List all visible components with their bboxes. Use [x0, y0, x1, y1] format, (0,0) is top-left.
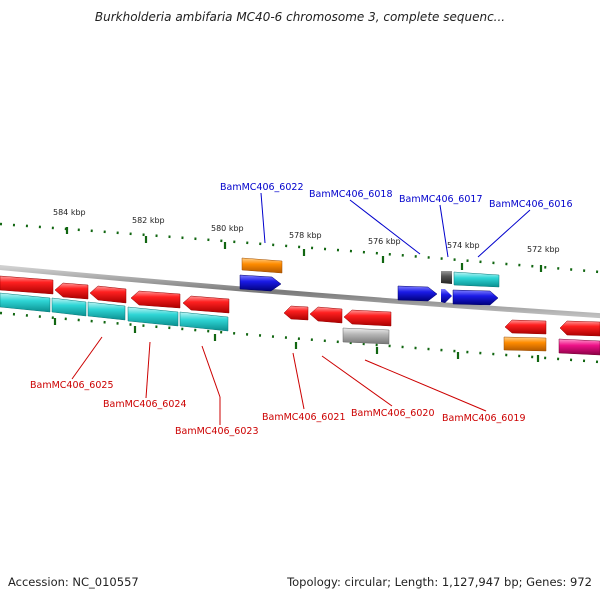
inner-tick-ring [0, 311, 600, 364]
cyan-gene-feature[interactable] [0, 292, 51, 313]
red-gene-feature[interactable] [130, 290, 181, 309]
gene-label[interactable]: BamMC406_6022 [220, 182, 303, 193]
cyan-gene-feature[interactable] [179, 311, 229, 332]
tick-label: 572 kbp [527, 245, 560, 254]
cyan-gene-feature[interactable] [51, 297, 87, 317]
gray-gene-feature[interactable] [342, 327, 390, 345]
gene-label[interactable]: BamMC406_6017 [399, 194, 482, 205]
red-gene-feature[interactable] [89, 285, 127, 304]
cyan-gene-feature[interactable] [87, 301, 126, 321]
dark-gene-feature[interactable] [441, 271, 452, 284]
tick-label: 576 kbp [368, 237, 401, 246]
topology-text: Topology: circular; Length: 1,127,947 bp… [287, 575, 592, 589]
red-gene-feature[interactable] [182, 295, 230, 314]
blue-gene-feature[interactable] [441, 289, 452, 303]
red-gene-feature[interactable] [504, 319, 547, 335]
gene-label[interactable]: BamMC406_6020 [351, 408, 434, 419]
orange-gene-feature[interactable] [241, 257, 283, 274]
blue-gene-feature[interactable] [452, 289, 499, 306]
gene-label[interactable]: BamMC406_6025 [30, 380, 113, 391]
red-gene-feature[interactable] [0, 275, 54, 295]
map-title: Burkholderia ambifaria MC40-6 chromosome… [94, 10, 506, 24]
tick-label: 580 kbp [211, 224, 244, 233]
tick-label: 578 kbp [289, 231, 322, 240]
gene-label[interactable]: BamMC406_6019 [442, 413, 525, 424]
gene-label[interactable]: BamMC406_6023 [175, 426, 258, 437]
chromosome-backbone [0, 264, 600, 319]
red-gene-feature[interactable] [559, 320, 600, 337]
blue-gene-feature[interactable] [239, 274, 282, 292]
gene-label[interactable]: BamMC406_6024 [103, 399, 186, 410]
red-gene-feature[interactable] [309, 306, 343, 324]
blue-gene-feature[interactable] [397, 285, 438, 302]
gene-label[interactable]: BamMC406_6021 [262, 412, 345, 423]
gene-label[interactable]: BamMC406_6018 [309, 189, 392, 200]
gene-label[interactable]: BamMC406_6016 [489, 199, 572, 210]
orange-gene-feature[interactable] [503, 336, 547, 352]
accession-text: Accession: NC_010557 [8, 575, 139, 589]
red-gene-feature[interactable] [283, 305, 309, 321]
magenta-gene-feature[interactable] [558, 338, 600, 356]
top-label-leaders [260, 192, 531, 258]
cyan-gene-feature[interactable] [127, 306, 179, 327]
red-gene-feature[interactable] [343, 309, 392, 327]
tick-label: 582 kbp [132, 216, 165, 225]
outer-tick-ring [0, 222, 600, 274]
tick-label: 584 kbp [53, 208, 86, 217]
red-gene-feature[interactable] [54, 282, 89, 300]
tick-label: 574 kbp [447, 241, 480, 250]
bottom-label-leaders [71, 336, 487, 425]
cyan-gene-feature[interactable] [453, 271, 500, 288]
